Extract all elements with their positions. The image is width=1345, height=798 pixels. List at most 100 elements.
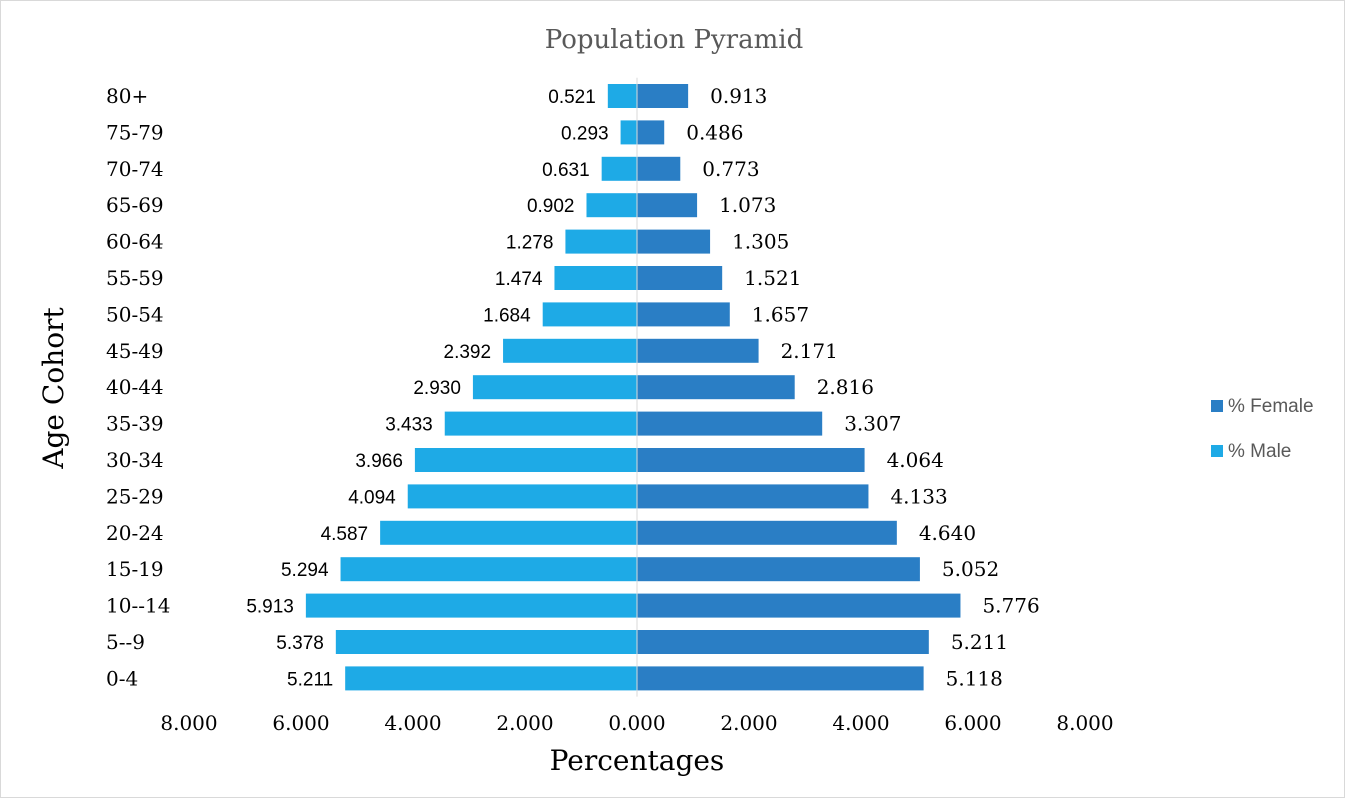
legend-label-female: % Female bbox=[1228, 396, 1314, 417]
y-tick-label-70-74: 70-74 bbox=[106, 157, 164, 181]
bar-male-30-34 bbox=[414, 448, 637, 472]
x-tick-label: 2.000 bbox=[496, 711, 553, 735]
data-label-female-10--14: 5.776 bbox=[982, 594, 1039, 618]
y-tick-label-40-44: 40-44 bbox=[106, 375, 164, 399]
x-tick-label: 8.000 bbox=[160, 711, 217, 735]
data-label-male-25-29: 4.094 bbox=[348, 487, 396, 508]
data-label-male-15-19: 5.294 bbox=[281, 560, 329, 581]
bar-female-50-54 bbox=[637, 302, 730, 327]
bar-male-50-54 bbox=[542, 302, 637, 327]
y-tick-label-65-69: 65-69 bbox=[106, 193, 164, 217]
y-axis-title: Age Cohort bbox=[37, 307, 70, 470]
bar-female-55-59 bbox=[637, 266, 723, 290]
y-tick-label-45-49: 45-49 bbox=[106, 339, 164, 363]
bar-female-0-4 bbox=[637, 666, 924, 691]
x-tick-labels: 8.000 6.000 4.000 2.000 0.000 2.000 4.000 6.000… bbox=[160, 711, 1113, 735]
data-label-female-5--9: 5.211 bbox=[951, 630, 1008, 654]
data-label-female-0-4: 5.118 bbox=[946, 666, 1003, 690]
bar-male-40-44 bbox=[472, 375, 637, 400]
data-label-female-40-44: 2.816 bbox=[817, 375, 874, 399]
data-label-female-50-54: 1.657 bbox=[752, 302, 809, 326]
data-label-male-50-54: 1.684 bbox=[483, 305, 531, 326]
x-tick-label: 4.000 bbox=[832, 711, 889, 735]
bar-female-35-39 bbox=[637, 411, 823, 436]
data-label-female-45-49: 2.171 bbox=[781, 339, 838, 363]
legend-swatch-male bbox=[1211, 445, 1223, 457]
data-label-female-55-59: 1.521 bbox=[744, 266, 801, 290]
bar-female-10--14 bbox=[637, 593, 961, 618]
bar-female-70-74 bbox=[637, 156, 681, 181]
bar-female-25-29 bbox=[637, 484, 869, 509]
data-label-male-5--9: 5.378 bbox=[276, 633, 324, 654]
bar-female-5--9 bbox=[637, 630, 929, 654]
x-tick-label: 2.000 bbox=[720, 711, 777, 735]
bar-labels-group: 5.118 5.211 5.776 5.052 4.640 4.133 4.064 3.307… bbox=[246, 84, 1039, 690]
data-label-male-60-64: 1.278 bbox=[506, 233, 554, 254]
data-label-female-80+: 0.913 bbox=[710, 84, 767, 108]
y-tick-label-60-64: 60-64 bbox=[106, 230, 164, 254]
bar-male-15-19 bbox=[340, 557, 637, 582]
bar-female-75-79 bbox=[637, 120, 665, 145]
bar-female-30-34 bbox=[637, 448, 865, 472]
data-label-male-40-44: 2.930 bbox=[413, 378, 461, 399]
data-label-female-75-79: 0.486 bbox=[686, 120, 743, 144]
data-label-male-10--14: 5.913 bbox=[246, 597, 294, 618]
x-tick-label: 6.000 bbox=[272, 711, 329, 735]
data-label-female-35-39: 3.307 bbox=[844, 412, 901, 436]
x-tick-label: 4.000 bbox=[384, 711, 441, 735]
y-tick-label-30-34: 30-34 bbox=[106, 448, 164, 472]
legend-label-male: % Male bbox=[1228, 441, 1291, 462]
data-label-male-20-24: 4.587 bbox=[321, 524, 369, 545]
data-label-male-35-39: 3.433 bbox=[385, 415, 433, 436]
data-label-male-75-79: 0.293 bbox=[561, 123, 609, 144]
bar-male-70-74 bbox=[601, 156, 637, 181]
bar-male-60-64 bbox=[565, 229, 637, 254]
data-label-male-0-4: 5.211 bbox=[287, 669, 333, 690]
y-tick-label-75-79: 75-79 bbox=[106, 120, 164, 144]
y-tick-label-20-24: 20-24 bbox=[106, 521, 164, 545]
bar-male-45-49 bbox=[503, 338, 637, 363]
bar-female-45-49 bbox=[637, 338, 759, 363]
bar-male-5--9 bbox=[335, 630, 637, 654]
y-tick-label-5--9: 5--9 bbox=[106, 630, 145, 654]
bar-male-35-39 bbox=[444, 411, 637, 436]
y-tick-labels: 0-4 5--9 10--14 15-19 20-24 25-29 30-34 35-39 40… bbox=[106, 84, 170, 690]
legend: % Female % Male bbox=[1211, 396, 1314, 462]
data-label-female-15-19: 5.052 bbox=[942, 557, 999, 581]
y-tick-label-25-29: 25-29 bbox=[106, 484, 164, 508]
bar-male-25-29 bbox=[407, 484, 637, 509]
bar-female-80+ bbox=[637, 84, 689, 108]
legend-swatch-female bbox=[1211, 400, 1223, 412]
data-label-female-70-74: 0.773 bbox=[702, 157, 759, 181]
bar-male-80+ bbox=[607, 84, 637, 108]
data-label-female-60-64: 1.305 bbox=[732, 230, 789, 254]
y-tick-label-35-39: 35-39 bbox=[106, 412, 164, 436]
y-tick-label-0-4: 0-4 bbox=[106, 666, 138, 690]
y-tick-label-55-59: 55-59 bbox=[106, 266, 164, 290]
y-tick-label-15-19: 15-19 bbox=[106, 557, 164, 581]
data-label-female-25-29: 4.133 bbox=[890, 484, 947, 508]
data-label-male-70-74: 0.631 bbox=[542, 160, 590, 181]
bar-female-40-44 bbox=[637, 375, 795, 400]
data-label-male-55-59: 1.474 bbox=[495, 269, 543, 290]
bar-female-20-24 bbox=[637, 520, 897, 545]
data-label-female-30-34: 4.064 bbox=[887, 448, 944, 472]
y-tick-label-50-54: 50-54 bbox=[106, 302, 164, 326]
bar-male-75-79 bbox=[620, 120, 637, 145]
data-label-female-65-69: 1.073 bbox=[719, 193, 776, 217]
x-tick-label: 6.000 bbox=[944, 711, 1001, 735]
x-tick-label: 8.000 bbox=[1056, 711, 1113, 735]
x-axis-title: Percentages bbox=[550, 744, 725, 777]
chart-title: Population Pyramid bbox=[545, 25, 803, 55]
bar-male-65-69 bbox=[586, 193, 637, 218]
bar-male-20-24 bbox=[380, 520, 637, 545]
bar-female-15-19 bbox=[637, 557, 920, 582]
bar-female-65-69 bbox=[637, 193, 698, 218]
y-tick-label-10--14: 10--14 bbox=[106, 594, 170, 618]
data-label-male-45-49: 2.392 bbox=[444, 342, 492, 363]
bar-male-0-4 bbox=[345, 666, 637, 691]
y-tick-label-80+: 80+ bbox=[106, 84, 148, 108]
bars-group bbox=[305, 84, 961, 691]
data-label-male-80+: 0.521 bbox=[548, 87, 596, 108]
